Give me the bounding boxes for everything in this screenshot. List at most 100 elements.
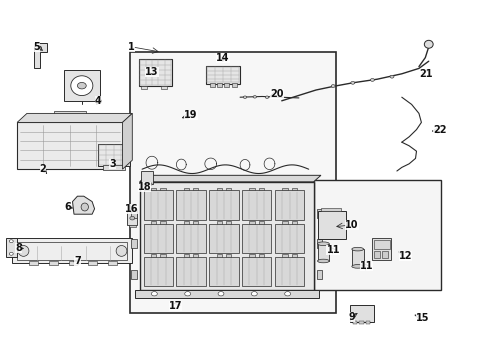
Text: 18: 18 xyxy=(138,182,151,192)
Bar xyxy=(144,190,173,220)
Bar xyxy=(160,221,166,224)
Bar xyxy=(193,221,198,224)
Text: 5: 5 xyxy=(33,42,40,52)
Bar xyxy=(141,171,153,184)
Bar xyxy=(259,254,264,257)
Ellipse shape xyxy=(18,246,29,256)
Bar xyxy=(249,254,255,257)
Bar xyxy=(366,321,370,324)
Polygon shape xyxy=(122,113,132,169)
Bar xyxy=(209,224,239,253)
Bar xyxy=(147,183,149,185)
Bar xyxy=(317,239,322,248)
Bar xyxy=(242,224,271,253)
Text: 19: 19 xyxy=(184,110,198,120)
Text: 13: 13 xyxy=(145,67,159,77)
Ellipse shape xyxy=(81,203,88,211)
Text: 22: 22 xyxy=(433,125,447,135)
Bar xyxy=(217,254,222,257)
Bar xyxy=(131,239,137,248)
Bar xyxy=(232,83,237,87)
Text: 4: 4 xyxy=(95,96,101,106)
Bar xyxy=(160,188,166,190)
Bar xyxy=(217,83,222,87)
Polygon shape xyxy=(17,113,132,122)
Bar xyxy=(292,221,297,224)
Bar xyxy=(131,209,137,218)
Bar xyxy=(193,188,198,190)
Bar xyxy=(151,188,156,190)
Bar xyxy=(282,221,288,224)
Bar xyxy=(143,183,146,185)
Ellipse shape xyxy=(77,82,86,89)
Ellipse shape xyxy=(352,265,364,268)
Bar xyxy=(372,238,391,260)
Bar xyxy=(193,254,198,257)
Bar xyxy=(242,257,271,286)
Bar xyxy=(321,208,341,211)
Ellipse shape xyxy=(251,292,257,296)
Text: 12: 12 xyxy=(399,251,413,261)
Ellipse shape xyxy=(130,216,135,220)
Text: 21: 21 xyxy=(419,69,433,79)
Bar xyxy=(249,221,255,224)
Bar xyxy=(160,254,166,257)
Text: 11: 11 xyxy=(326,245,340,255)
Polygon shape xyxy=(73,196,95,214)
Bar xyxy=(259,188,264,190)
Ellipse shape xyxy=(266,96,269,98)
Text: 3: 3 xyxy=(109,159,116,169)
Bar xyxy=(224,83,229,87)
Bar xyxy=(275,257,304,286)
Bar xyxy=(135,290,318,298)
Bar xyxy=(54,111,86,115)
Ellipse shape xyxy=(38,46,42,49)
Ellipse shape xyxy=(318,242,329,246)
Bar xyxy=(359,321,364,324)
Bar xyxy=(217,221,222,224)
Bar xyxy=(292,188,297,190)
Text: 15: 15 xyxy=(416,312,429,323)
Bar xyxy=(226,221,231,224)
Bar xyxy=(292,254,297,257)
Ellipse shape xyxy=(243,96,247,98)
Bar xyxy=(226,254,231,257)
Ellipse shape xyxy=(218,292,224,296)
Bar xyxy=(144,257,173,286)
Text: 20: 20 xyxy=(270,89,284,99)
Text: 10: 10 xyxy=(345,220,359,230)
Bar xyxy=(249,188,255,190)
Bar xyxy=(210,83,215,87)
Ellipse shape xyxy=(352,247,364,251)
Ellipse shape xyxy=(285,292,291,296)
Polygon shape xyxy=(34,43,47,68)
Polygon shape xyxy=(140,175,321,182)
Text: 16: 16 xyxy=(124,204,138,214)
Bar xyxy=(282,188,288,190)
Bar xyxy=(206,66,240,84)
Bar xyxy=(129,225,136,227)
Bar xyxy=(184,254,189,257)
Bar xyxy=(161,86,167,89)
Bar xyxy=(17,122,122,169)
Ellipse shape xyxy=(185,292,191,296)
Bar xyxy=(318,211,346,239)
Bar xyxy=(88,261,97,265)
Text: 1: 1 xyxy=(128,42,135,52)
Text: 11: 11 xyxy=(360,261,373,271)
Bar xyxy=(318,244,329,261)
Ellipse shape xyxy=(253,96,257,98)
Ellipse shape xyxy=(318,259,329,263)
Ellipse shape xyxy=(9,240,13,243)
Ellipse shape xyxy=(9,252,13,255)
Bar xyxy=(49,261,58,265)
Bar xyxy=(131,270,137,279)
Bar xyxy=(140,182,314,290)
Bar xyxy=(130,52,336,313)
Bar xyxy=(103,165,125,170)
Bar xyxy=(176,224,206,253)
Polygon shape xyxy=(6,238,17,257)
Bar xyxy=(98,144,130,166)
Bar xyxy=(242,190,271,220)
Bar xyxy=(17,242,127,260)
